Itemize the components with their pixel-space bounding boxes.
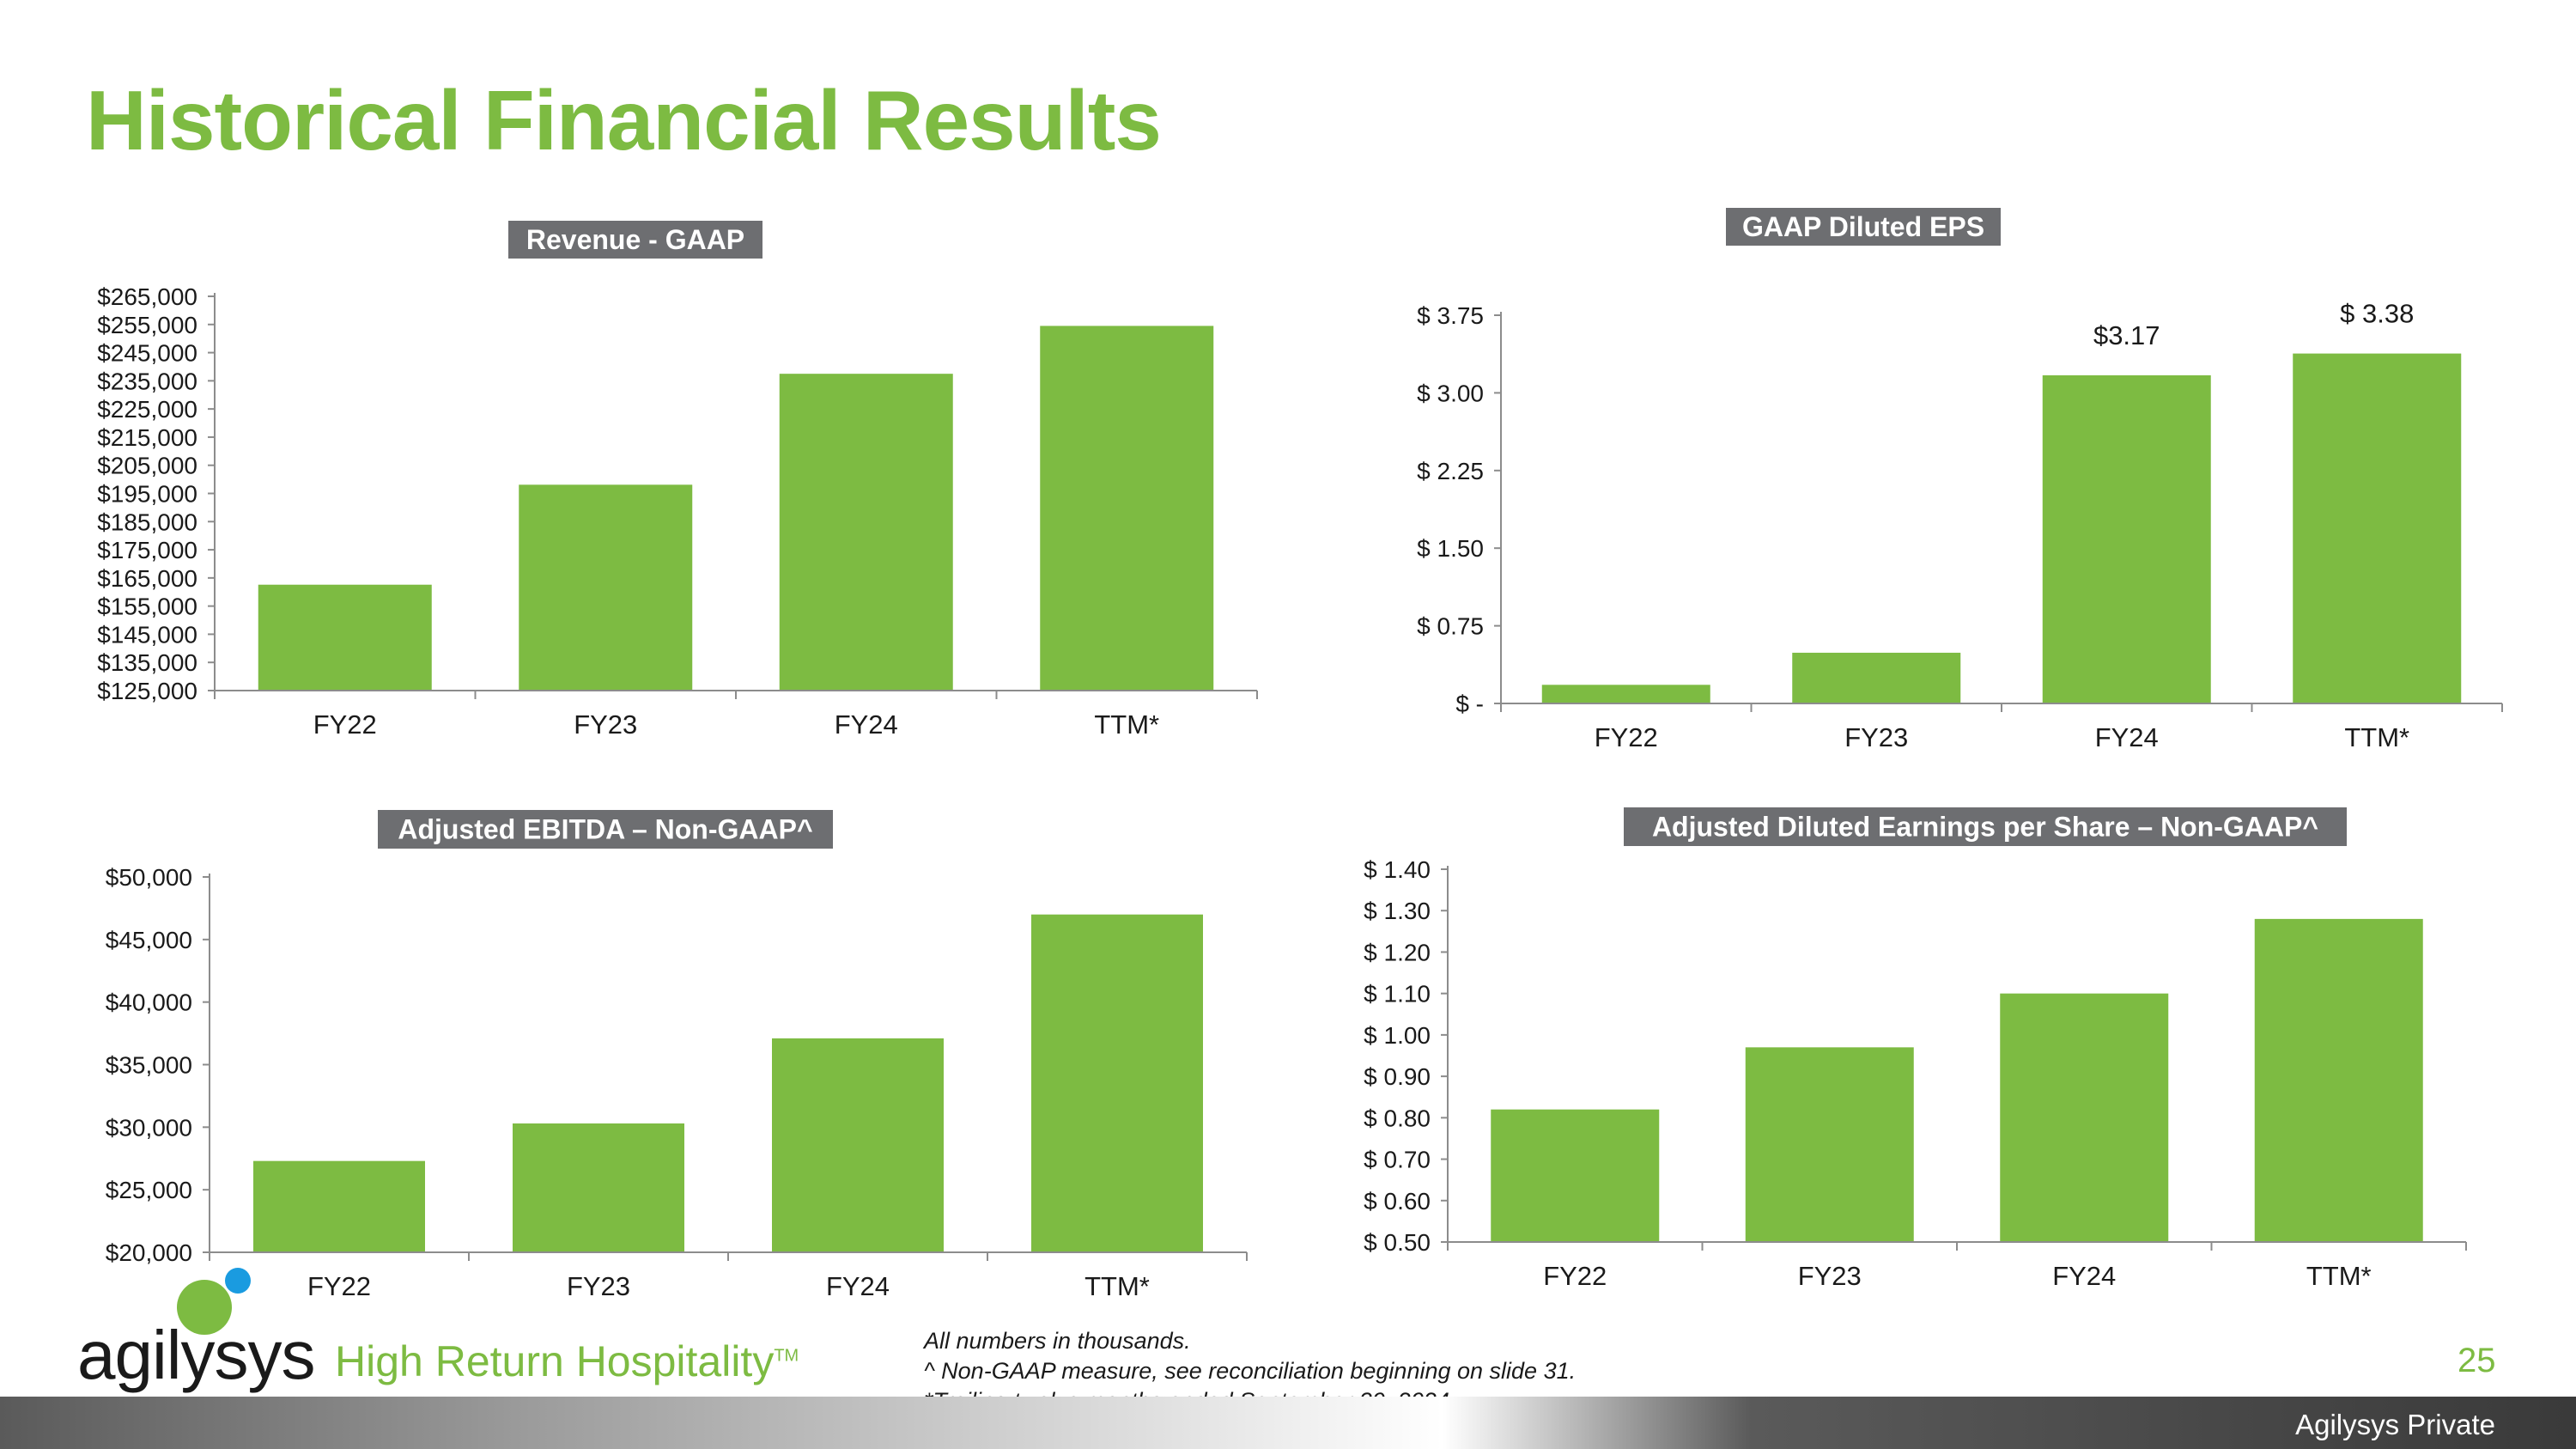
y-tick-label: $ 0.75 [1417,613,1484,640]
chart-title: Adjusted Diluted Earnings per Share – No… [1652,812,2318,843]
bar-fy22 [1541,685,1710,703]
y-tick-label: $ 1.00 [1364,1022,1431,1049]
y-tick-label: $185,000 [97,508,197,535]
bar-ttm [2293,353,2462,703]
y-tick-label: $ 1.50 [1417,535,1484,562]
agilysys-logo: agilysys High Return HospitalityTM [77,1263,850,1400]
x-tick-label: TTM* [1084,1271,1150,1301]
x-tick-label: FY22 [313,709,377,740]
y-tick-label: $215,000 [97,424,197,451]
bar-fy24 [779,374,953,691]
y-tick-label: $ 2.25 [1417,458,1484,484]
bar-fy24 [772,1038,944,1252]
x-tick-label: FY23 [567,1271,630,1301]
x-tick-label: FY24 [835,709,898,740]
y-tick-label: $ - [1455,691,1484,717]
x-tick-label: FY22 [307,1271,371,1301]
y-tick-label: $ 0.80 [1364,1105,1431,1131]
chart-title-badge [1624,807,2347,846]
chart-title: Revenue - GAAP [526,224,744,255]
y-tick-label: $30,000 [106,1114,192,1141]
x-tick-label: FY22 [1595,722,1658,752]
bar-ttm [2254,918,2423,1242]
y-tick-label: $205,000 [97,453,197,479]
y-tick-label: $20,000 [106,1239,192,1266]
y-tick-label: $255,000 [97,312,197,338]
x-tick-label: TTM* [2344,722,2409,752]
bar-fy23 [519,484,693,691]
y-tick-label: $ 0.50 [1364,1229,1431,1256]
bar-fy23 [1792,652,1961,703]
y-tick-label: $155,000 [97,594,197,620]
footer-bar: Agilysys Private [0,1397,2576,1449]
chart-title-badge [378,810,833,849]
bar-fy22 [253,1160,425,1252]
y-tick-label: $225,000 [97,396,197,423]
y-tick-label: $ 3.00 [1417,380,1484,406]
x-tick-label: FY23 [574,709,637,740]
logo-tagline-text: High Return Hospitality [335,1337,775,1385]
y-tick-label: $35,000 [106,1052,192,1079]
y-tick-label: $125,000 [97,678,197,704]
y-tick-label: $ 0.60 [1364,1188,1431,1215]
chart-title: Adjusted EBITDA – Non-GAAP^ [398,814,812,845]
x-tick-label: FY23 [1798,1261,1862,1291]
bar-fy23 [513,1123,684,1252]
x-tick-label: TTM* [1094,709,1159,740]
chart-1: Revenue - GAAP$125,000$135,000$145,000$1… [97,221,1258,740]
y-tick-label: $195,000 [97,481,197,508]
page-number: 25 [2458,1342,2496,1379]
y-tick-label: $235,000 [97,368,197,394]
y-tick-label: $165,000 [97,565,197,592]
y-tick-label: $135,000 [97,649,197,676]
x-tick-label: FY22 [1543,1261,1607,1291]
y-tick-label: $145,000 [97,621,197,648]
bar-ttm [1040,326,1214,691]
data-label: $3.17 [2093,320,2160,350]
footnote-non-gaap: ^ Non-GAAP measure, see reconciliation b… [924,1358,1577,1384]
logo-trademark: TM [774,1346,799,1366]
chart-title: GAAP Diluted EPS [1742,211,1984,242]
y-tick-label: $25,000 [106,1177,192,1203]
x-tick-label: FY23 [1844,722,1908,752]
y-tick-label: $ 1.20 [1364,939,1431,965]
x-tick-label: FY24 [2095,722,2159,752]
y-tick-label: $265,000 [97,283,197,310]
y-tick-label: $ 1.30 [1364,898,1431,924]
logo-tagline: High Return HospitalityTM [335,1336,799,1386]
chart-4: Adjusted Diluted Earnings per Share – No… [1364,807,2467,1291]
footer-label: Agilysys Private [2295,1409,2495,1440]
footnote-thousands: All numbers in thousands. [924,1328,1191,1354]
chart-title-badge [508,221,762,259]
logo-wordmark: agilysys [77,1317,316,1393]
bar-ttm [1031,914,1203,1252]
y-tick-label: $ 1.10 [1364,981,1431,1008]
chart-3: Adjusted EBITDA – Non-GAAP^ $20,000 $25,00… [106,810,1248,1301]
logo-blue-dot [225,1268,251,1294]
chart-2: GAAP Diluted EPS $3.17 $ 3.38 $ - $ 0.75 $ 1.… [1417,208,2503,752]
y-tick-label: $ 3.75 [1417,302,1484,329]
logo-green-dot [177,1280,232,1335]
x-tick-label: FY24 [2052,1261,2116,1291]
y-tick-label: $175,000 [97,537,197,563]
y-tick-label: $245,000 [97,340,197,367]
y-tick-label: $40,000 [106,989,192,1016]
page-title: Historical Financial Results [86,73,1162,167]
bar-fy24 [2000,993,2169,1242]
chart-title-badge [1726,208,2001,246]
bar-fy24 [2042,374,2211,703]
y-tick-label: $45,000 [106,927,192,953]
bar-fy23 [1745,1047,1914,1242]
bar-fy22 [1491,1109,1660,1242]
bar-fy22 [258,584,432,691]
x-tick-label: TTM* [2306,1261,2372,1291]
data-label: $ 3.38 [2340,299,2414,329]
x-tick-label: FY24 [826,1271,890,1301]
y-tick-label: $50,000 [106,864,192,891]
y-tick-label: $ 1.40 [1364,856,1431,883]
y-tick-label: $ 0.70 [1364,1147,1431,1173]
y-tick-label: $ 0.90 [1364,1063,1431,1090]
